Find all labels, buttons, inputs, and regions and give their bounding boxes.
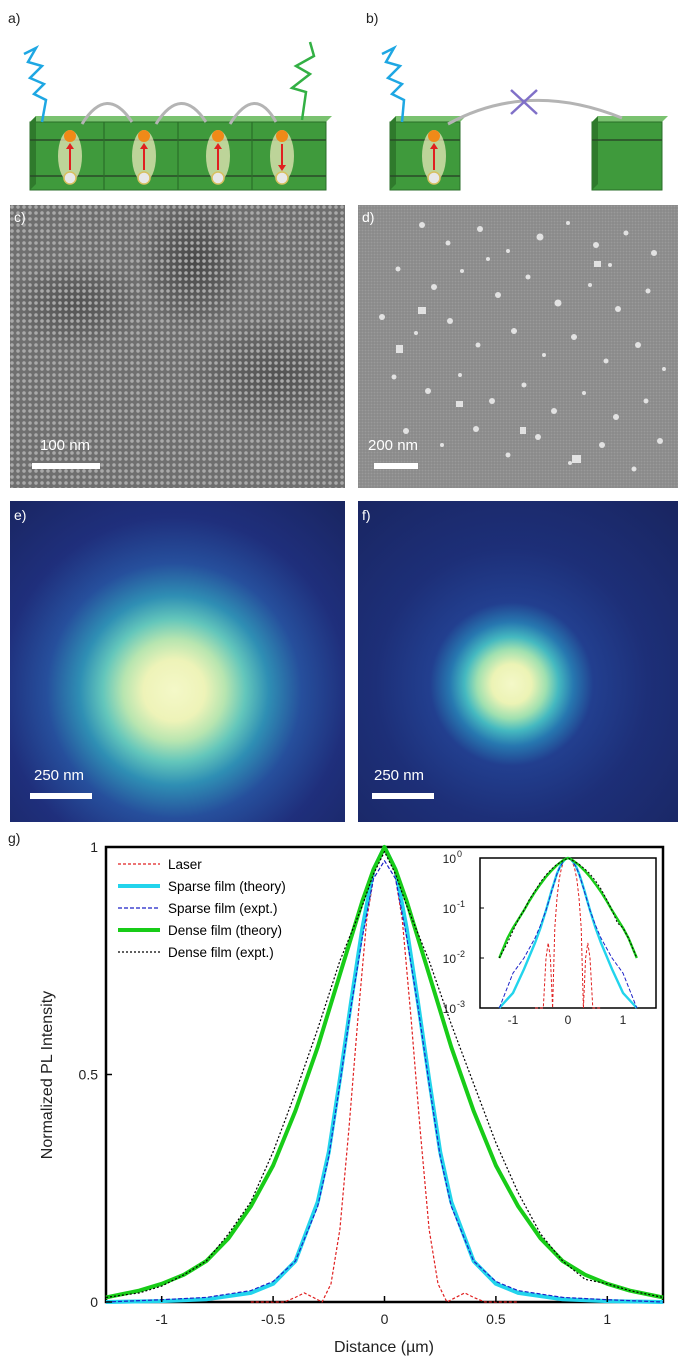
inset-series-sparse-expt (498, 858, 638, 1009)
sem-image-dense: c) 100 nm (10, 205, 345, 488)
right-cube (591, 116, 668, 191)
legend-label-dense-expt: Dense film (expt.) (168, 945, 274, 960)
panel-label-b: b) (366, 10, 379, 26)
inset-y-tick-label: 10 (443, 952, 457, 966)
inset-y-tick-exponent: -1 (457, 899, 465, 909)
inset-x-tick-label: 0 (565, 1013, 572, 1027)
inset-x-tick-label: 1 (620, 1013, 627, 1027)
scale-bar-f (372, 793, 434, 799)
scale-bar-c (32, 463, 100, 469)
legend-item-sparse-expt: Sparse film (expt.) (118, 901, 278, 916)
axis-ticks: -1 -0.5 0 0.5 100.51 (79, 839, 612, 1327)
sem-image-sparse: d) 200 nm (358, 205, 678, 488)
legend-label-sparse-theory: Sparse film (theory) (168, 879, 286, 894)
inset-y-tick-label: 10 (443, 852, 457, 866)
x-tick-label: -1 (155, 1311, 168, 1327)
inset-y-tick-exponent: -3 (457, 999, 465, 1009)
legend-item-laser: Laser (118, 857, 202, 872)
panel-label-e: e) (14, 507, 27, 523)
pl-image-dense: e) 250 nm (10, 501, 345, 822)
panel-label-a: a) (8, 10, 21, 26)
blocked-transfer-arrow (447, 98, 623, 126)
scale-label-e: 250 nm (34, 767, 85, 784)
legend-label-sparse-expt: Sparse film (expt.) (168, 901, 278, 916)
inset-y-tick-exponent: -2 (457, 949, 465, 959)
excitation-wave-icon (381, 45, 406, 123)
series-sparse-expt (105, 860, 664, 1303)
panel-b-schematic (381, 45, 668, 191)
x-tick-label: 0.5 (486, 1311, 506, 1327)
legend-label-laser: Laser (168, 857, 202, 872)
particle-field (379, 221, 666, 472)
legend-label-dense-theory: Dense film (theory) (168, 923, 282, 938)
y-tick-label: 0 (90, 1294, 98, 1310)
series-dense-theory (105, 845, 664, 1300)
panel-label-d: d) (362, 209, 375, 225)
x-tick-label: -0.5 (261, 1311, 285, 1327)
inset-series-group (498, 856, 638, 1009)
legend-item-dense-expt: Dense film (expt.) (118, 945, 274, 960)
panel-label-g: g) (8, 830, 21, 846)
panel-label-c: c) (14, 209, 26, 225)
transfer-arrows (80, 102, 278, 125)
scale-bar-e (30, 793, 92, 799)
panel-label-f: f) (362, 507, 371, 523)
inset-y-tick-label: 10 (443, 1002, 457, 1016)
y-tick-label: 1 (90, 839, 98, 855)
excitation-wave-icon (23, 45, 48, 123)
panel-a-schematic (23, 41, 332, 191)
legend: Laser Sparse film (theory) Sparse film (… (118, 857, 286, 960)
scale-label-f: 250 nm (374, 767, 425, 784)
inset-y-tick-exponent: 0 (457, 849, 462, 859)
inset-x-tick-label: -1 (508, 1013, 519, 1027)
series-group (105, 845, 664, 1304)
scale-label-c: 100 nm (40, 437, 91, 454)
pl-image-sparse: f) 250 nm (358, 501, 678, 822)
x-axis-label: Distance (µm) (334, 1339, 434, 1356)
y-tick-label: 0.5 (79, 1067, 99, 1083)
pl-profile-chart: -1 -0.5 0 0.5 100.51 Distance (µm) Normalize… (39, 839, 665, 1356)
scale-label-d: 200 nm (368, 437, 419, 454)
inset-frame (479, 857, 657, 1009)
cross-icon (510, 89, 538, 115)
series-dense-expt (105, 851, 664, 1298)
x-tick-label: 0 (381, 1311, 389, 1327)
legend-item-dense-theory: Dense film (theory) (118, 923, 282, 938)
excitons (58, 130, 294, 185)
left-cube (389, 116, 466, 191)
inset-series-dense-expt (498, 857, 638, 959)
y-axis-label: Normalized PL Intensity (39, 991, 56, 1159)
emission-wave-icon (289, 41, 316, 121)
legend-item-sparse-theory: Sparse film (theory) (118, 879, 286, 894)
x-tick-label: 1 (603, 1311, 611, 1327)
scale-bar-d (374, 463, 418, 469)
inset-y-tick-label: 10 (443, 902, 457, 916)
